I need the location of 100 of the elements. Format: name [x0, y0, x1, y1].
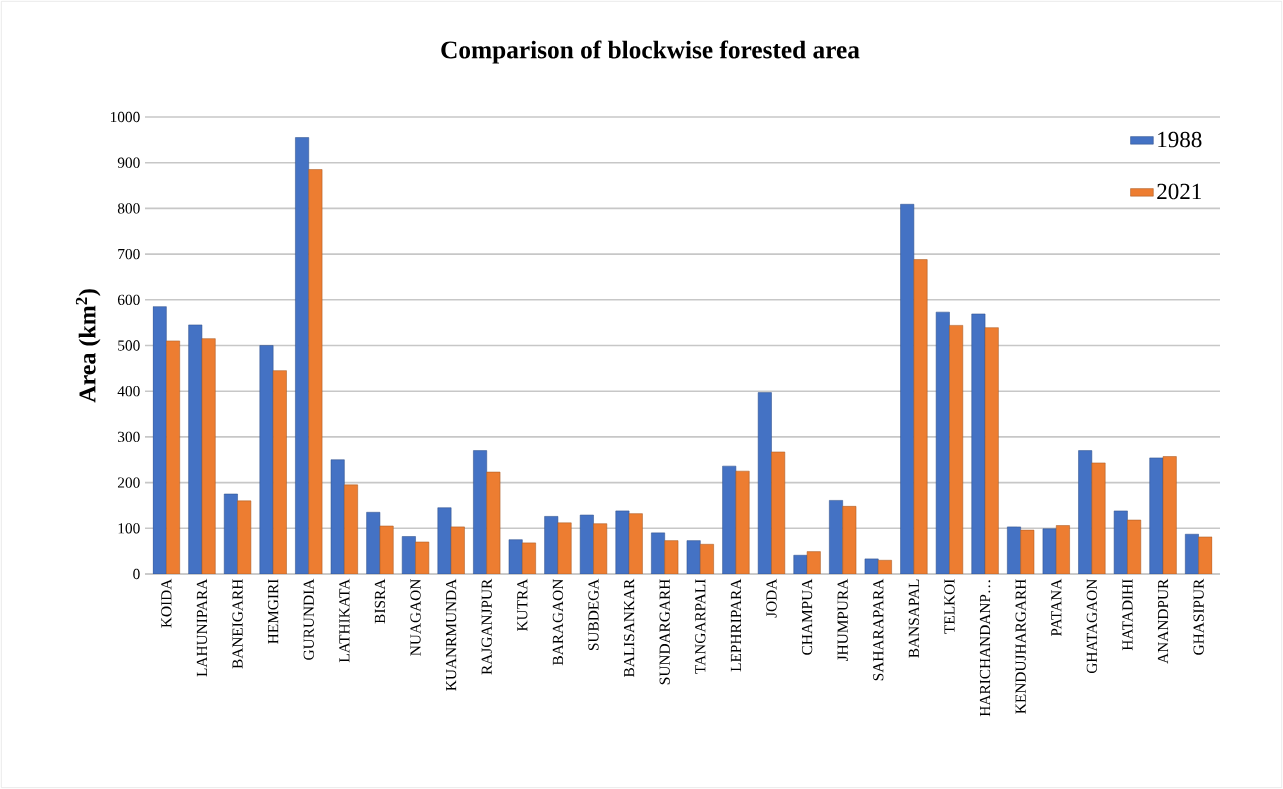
x-tick-label: BARAGAON	[552, 579, 564, 666]
bar	[557, 522, 572, 574]
bar	[1149, 457, 1164, 574]
bar	[829, 500, 843, 574]
y-tick-label: 800	[117, 203, 140, 214]
y-tick-label: 600	[117, 294, 140, 305]
bar	[593, 523, 608, 574]
x-tick-label: KENDUJHARGARH	[1015, 579, 1026, 714]
x-tick-label: LATHIKATA	[339, 578, 350, 663]
bar	[771, 451, 786, 574]
x-tick-label: JODA	[766, 578, 777, 618]
bar	[793, 554, 808, 574]
bar	[379, 525, 394, 574]
x-tick-label: HATADIHI	[1122, 579, 1133, 651]
x-tick-label: HARICHANDANP…	[979, 580, 991, 717]
bar	[949, 325, 964, 574]
bar	[1007, 526, 1021, 574]
y-tick-label: 400	[117, 386, 140, 397]
chart-title: Comparison of blockwise forested area	[441, 40, 860, 64]
x-tick-label: BALISANKAR	[623, 578, 635, 678]
bar	[166, 340, 180, 574]
x-tick-label: NUAGAON	[410, 579, 421, 656]
x-tick-label: BANEIGARH	[232, 579, 243, 669]
x-tick-label: KOIDA	[161, 578, 172, 628]
bar	[842, 506, 857, 574]
bar	[664, 540, 679, 574]
bar	[1078, 450, 1093, 574]
bar	[806, 551, 821, 574]
x-tick-label: JHUMPURA	[837, 578, 848, 662]
x-tick-label: LEPHRIPARA	[730, 578, 741, 672]
bar	[473, 450, 487, 574]
x-tick-label: BANSAPAL	[908, 579, 920, 658]
bar	[401, 536, 416, 574]
bar	[272, 370, 287, 574]
bar	[686, 540, 701, 574]
bar	[628, 513, 643, 574]
bar	[735, 470, 750, 574]
bar	[450, 526, 465, 574]
x-tick-label: HEMGIRI	[268, 579, 279, 644]
legend-label: 2021	[1157, 183, 1201, 200]
x-tick-label: KUTRA	[517, 578, 528, 632]
y-tick-label: 1000	[110, 111, 140, 123]
y-tick-label: 200	[117, 477, 140, 488]
y-tick-label: 0	[133, 568, 140, 580]
bar	[437, 507, 452, 574]
legend-label: 1988	[1158, 131, 1202, 148]
y-tick-label: 500	[118, 340, 140, 351]
bar	[757, 392, 772, 574]
bar	[878, 560, 892, 574]
bar	[1113, 510, 1128, 574]
bar	[864, 558, 879, 574]
x-tick-label: RAJGANJPUR	[481, 578, 492, 675]
x-tick-label: CHAMPUA	[801, 578, 813, 655]
bar	[651, 532, 665, 574]
bar	[522, 542, 536, 574]
bar	[188, 324, 203, 574]
y-tick-label: 700	[118, 248, 140, 260]
bar	[615, 510, 630, 574]
bar	[1198, 536, 1213, 574]
text: Area (km$^{2}$)	[75, 289, 101, 403]
x-tick-label: SUBDEGA	[588, 578, 599, 651]
x-tick-label: LAHUNIPARA	[196, 578, 208, 677]
y-tick-label: 100	[118, 523, 140, 534]
bar	[1042, 528, 1057, 574]
y-tick-label: 300	[118, 431, 140, 443]
bar	[508, 539, 523, 574]
bar	[913, 259, 928, 574]
bar	[259, 345, 274, 574]
bar	[971, 313, 986, 574]
bar	[330, 459, 345, 574]
bar	[544, 516, 559, 574]
bar	[900, 204, 915, 574]
bar	[579, 514, 594, 574]
x-tick-label: TANGARPALI	[695, 579, 706, 674]
bar	[700, 544, 714, 574]
bar	[1162, 456, 1177, 574]
bar	[1185, 533, 1199, 574]
bar	[152, 306, 167, 574]
bar	[366, 512, 381, 574]
bar	[237, 500, 252, 574]
x-tick-label: SAHARAPARA	[873, 578, 884, 681]
bar	[1055, 525, 1070, 574]
bar	[984, 327, 999, 574]
bar	[201, 338, 216, 574]
x-tick-label: ANANDPUR	[1157, 578, 1169, 664]
x-tick-label: GURUNDIA	[303, 578, 314, 660]
bar	[223, 493, 238, 574]
bar	[935, 311, 950, 574]
x-tick-label: PATANA	[1051, 578, 1062, 637]
bar	[308, 169, 323, 574]
x-tick-label: GHASIPUR	[1193, 578, 1204, 655]
bar	[295, 137, 310, 574]
bar	[415, 541, 430, 574]
x-tick-label: TELKOI	[944, 579, 955, 634]
x-tick-label: KUANRMUNDA	[446, 578, 457, 691]
bar	[722, 465, 737, 574]
bar	[344, 484, 358, 574]
x-tick-label: BISRA	[374, 578, 386, 624]
bar	[1091, 462, 1106, 574]
bar	[1020, 529, 1035, 574]
